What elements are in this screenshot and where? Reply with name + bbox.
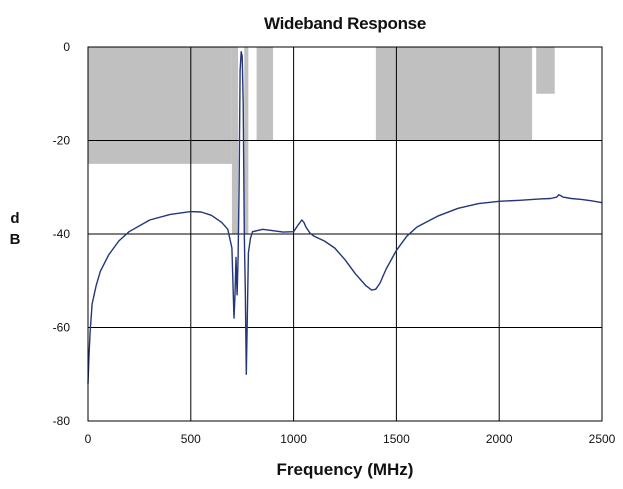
mask-region-4: [375, 47, 533, 141]
mask-region-5: [536, 47, 555, 94]
response-line: [87, 51, 603, 384]
chart-title: Wideband Response: [264, 14, 426, 33]
x-axis-label: Frequency (MHz): [276, 460, 414, 479]
x-tick-label-4: 2000: [486, 432, 513, 446]
y-tick-label-0: 0: [63, 40, 70, 54]
tick-labels: 0 500 1000 1500 2000 2500 0 -20 -40 -60 -80: [53, 40, 616, 446]
y-axis-label-char-0: d: [10, 210, 20, 227]
y-axis-label-char-1: B: [9, 231, 21, 248]
y-tick-label-4: -80: [53, 414, 71, 428]
x-tick-label-1: 500: [181, 432, 201, 446]
mask-region-3: [256, 47, 274, 141]
y-tick-label-2: -40: [53, 227, 71, 241]
x-tick-label-0: 0: [85, 432, 92, 446]
x-tick-label-3: 1500: [383, 432, 410, 446]
plot-frame: [87, 46, 603, 422]
mask-region-0: [88, 47, 232, 164]
x-tick-label-2: 1000: [280, 432, 307, 446]
y-tick-label-3: -60: [53, 321, 71, 335]
x-tick-label-5: 2500: [589, 432, 616, 446]
y-tick-label-1: -20: [53, 134, 71, 148]
